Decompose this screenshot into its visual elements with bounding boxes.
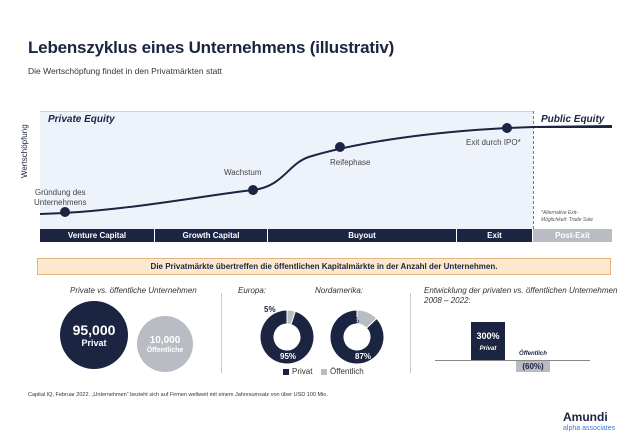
private-companies-bubble: 95,000 Privat xyxy=(60,301,128,369)
public-growth-label: Öffentlich xyxy=(519,351,547,357)
europe-private-slice xyxy=(259,309,315,365)
public-companies-value: 10,000 xyxy=(149,334,181,346)
stage-dot-growth xyxy=(248,185,258,195)
page-subtitle: Die Wertschöpfung findet in den Privatmä… xyxy=(28,66,223,76)
legend-public-label: Öffentlich xyxy=(330,367,364,376)
legend-private: Privat xyxy=(283,367,312,376)
amundi-logo: Amundi xyxy=(563,410,608,424)
north-america-title: Nordamerika: xyxy=(315,286,364,295)
stage-dot-maturity xyxy=(335,142,345,152)
market-divider xyxy=(533,111,534,229)
private-equity-area xyxy=(40,111,533,229)
source-note: Capital IQ, Februar 2022. „Unternehmen“ … xyxy=(28,392,328,398)
exit-footnote: *Alternative Exit- Möglichkeit: Trade Sa… xyxy=(541,210,593,223)
public-equity-label: Public Equity xyxy=(541,114,605,125)
public-companies-label: Öffentliche xyxy=(146,346,184,354)
north-america-donut xyxy=(329,309,385,365)
private-growth-bar: 300% Privat xyxy=(471,322,505,360)
legend-private-swatch xyxy=(283,368,289,375)
section-separator-1 xyxy=(221,293,222,373)
europe-title: Europa: xyxy=(238,286,267,295)
public-growth-bar: (60%) xyxy=(516,361,550,372)
phase-exit: Exit xyxy=(457,229,533,242)
stage-label-growth: Wachstum xyxy=(224,168,262,177)
public-growth-value: (60%) xyxy=(522,362,544,371)
private-equity-label: Private Equity xyxy=(48,114,115,125)
stage-dot-founding xyxy=(60,207,70,217)
curve-extension xyxy=(532,125,613,128)
section-separator-2 xyxy=(410,293,411,373)
stage-label-founding: Gründung des Unternehmens xyxy=(34,188,87,207)
phase-venture-capital: Venture Capital xyxy=(40,229,155,242)
private-companies-value: 95,000 xyxy=(72,322,116,338)
legend-private-label: Privat xyxy=(292,367,313,376)
phase-growth-capital: Growth Capital xyxy=(155,229,268,242)
phase-buyout: Buyout xyxy=(268,229,457,242)
development-baseline xyxy=(435,360,590,361)
stage-label-maturity: Reifephase xyxy=(330,158,371,167)
europe-public-pct: 5% xyxy=(264,305,276,314)
private-companies-label: Privat xyxy=(81,338,107,348)
development-title: Entwicklung der privaten vs. öffentliche… xyxy=(424,286,618,305)
north-america-public-pct: 13% xyxy=(343,316,360,325)
amundi-logo-subtitle: alpha associates xyxy=(563,425,616,432)
legend-public: Öffentlich xyxy=(321,367,364,376)
private-growth-value: 300% xyxy=(476,330,500,341)
phase-post-exit: Post-Exit xyxy=(533,229,612,242)
legend-public-swatch xyxy=(321,368,327,375)
north-america-private-pct: 87% xyxy=(355,352,372,361)
companies-section-title: Private vs. öffentliche Unternehmen xyxy=(70,286,197,295)
public-companies-bubble: 10,000 Öffentliche xyxy=(137,316,193,372)
north-america-private-slice xyxy=(329,309,385,365)
stage-dot-exit xyxy=(502,123,512,133)
europe-private-pct: 95% xyxy=(280,352,297,361)
private-growth-label: Privat xyxy=(479,345,497,352)
stage-label-exit: Exit durch IPO* xyxy=(466,138,521,147)
europe-donut xyxy=(259,309,315,365)
private-equity-rule xyxy=(40,111,533,112)
curve-line xyxy=(39,126,534,215)
page-title: Lebenszyklus eines Unternehmens (illustr… xyxy=(28,38,395,57)
key-message-banner: Die Privatmärkte übertreffen die öffentl… xyxy=(37,258,611,275)
